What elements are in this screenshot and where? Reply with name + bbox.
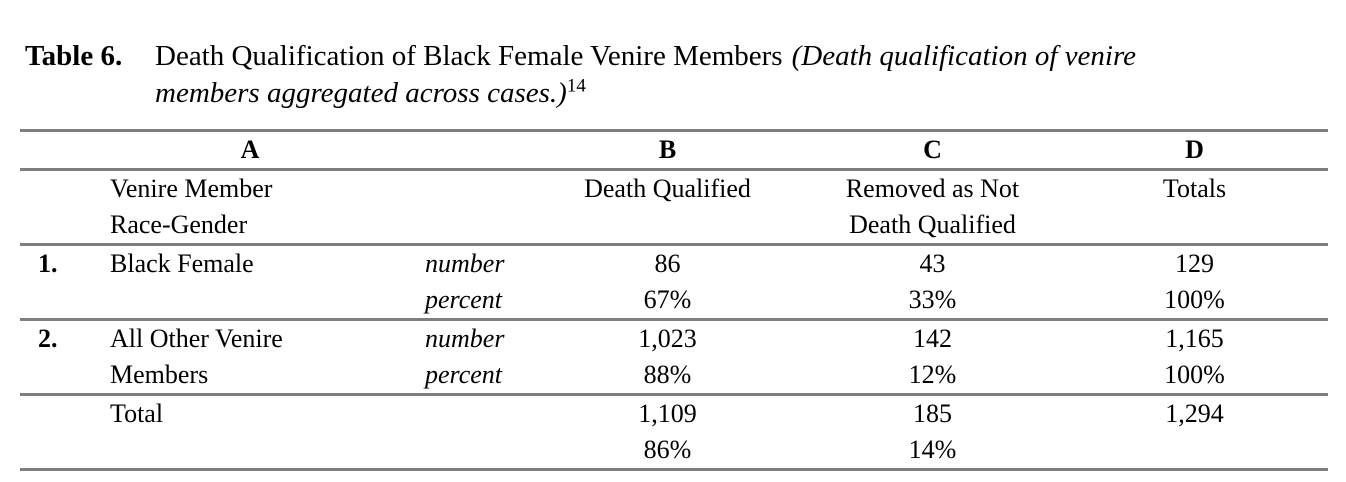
row-label: Total bbox=[100, 395, 400, 470]
column-letters-row: A B C D bbox=[20, 131, 1328, 170]
cell-d: 1,294 bbox=[1085, 395, 1328, 470]
value-c-number: 142 bbox=[913, 324, 952, 353]
row-label-line2 bbox=[110, 432, 400, 468]
caption-main-text: Death Qualification of Black Female Veni… bbox=[155, 40, 783, 72]
measure-labels: number percent bbox=[400, 245, 555, 320]
row-label-line1: Black Female bbox=[110, 249, 254, 278]
cell-empty bbox=[400, 170, 555, 245]
caption-subtitle-part1: (Death qualification of venire bbox=[791, 40, 1137, 72]
cell-c: 185 14% bbox=[780, 395, 1085, 470]
header-row: Venire Member Race-Gender Death Qualifie… bbox=[20, 170, 1328, 245]
value-b-percent: 88% bbox=[643, 360, 692, 389]
header-col-c: Removed as Not Death Qualified bbox=[780, 170, 1085, 245]
caption-subtitle-part2: members aggregated across cases.) bbox=[155, 77, 567, 109]
row-label-line1: Total bbox=[110, 399, 164, 428]
table-caption-line2: members aggregated across cases.)14 bbox=[155, 75, 1136, 112]
value-c-number: 43 bbox=[919, 249, 946, 278]
cell-d: 129 100% bbox=[1085, 245, 1328, 320]
cell-d: 1,165 100% bbox=[1085, 320, 1328, 395]
value-c-percent: 14% bbox=[908, 435, 957, 464]
value-b-number: 1,023 bbox=[638, 324, 697, 353]
value-b-number: 86 bbox=[654, 249, 681, 278]
row-label-line2 bbox=[110, 282, 400, 318]
table-caption: Table 6. Death Qualification of Black Fe… bbox=[25, 38, 1136, 112]
header-col-a: Venire Member Race-Gender bbox=[100, 170, 400, 245]
cell-empty bbox=[20, 131, 100, 170]
value-d-number: 129 bbox=[1175, 249, 1214, 278]
value-b-percent: 86% bbox=[643, 435, 692, 464]
column-letter-b: B bbox=[658, 135, 677, 164]
row-label: Black Female bbox=[100, 245, 400, 320]
measure-number bbox=[425, 396, 555, 432]
row-number: 2. bbox=[38, 324, 58, 353]
value-d-percent: 100% bbox=[1164, 360, 1225, 389]
header-c-line2: Death Qualified bbox=[849, 210, 1016, 239]
data-table: A B C D Venire Member Race-Gender Death … bbox=[20, 129, 1328, 471]
measure-number: number bbox=[425, 324, 505, 353]
value-d-percent: 100% bbox=[1164, 285, 1225, 314]
value-c-percent: 33% bbox=[908, 285, 957, 314]
header-col-b: Death Qualified bbox=[555, 170, 780, 245]
column-letter-a: A bbox=[240, 135, 260, 164]
row-number: 1. bbox=[38, 249, 58, 278]
value-b-percent: 67% bbox=[643, 285, 692, 314]
header-d-label: Totals bbox=[1162, 174, 1227, 203]
row-label: All Other Venire Members bbox=[100, 320, 400, 395]
value-d-number: 1,294 bbox=[1165, 399, 1224, 428]
header-b-label: Death Qualified bbox=[584, 174, 751, 203]
measure-number: number bbox=[425, 249, 505, 278]
cell-b: 1,109 86% bbox=[555, 395, 780, 470]
row-number bbox=[20, 395, 100, 470]
row-label-line2: Members bbox=[110, 360, 209, 389]
table-row-black-female: 1. Black Female number percent 86 67% 43… bbox=[20, 245, 1328, 320]
measure-labels: number percent bbox=[400, 320, 555, 395]
column-letter-c: C bbox=[923, 135, 942, 164]
table-row-total: Total 1,109 86% 185 14% 1,294 bbox=[20, 395, 1328, 470]
value-c-percent: 12% bbox=[908, 360, 957, 389]
table-caption-text: Death Qualification of Black Female Veni… bbox=[155, 38, 1136, 112]
column-letter-d: D bbox=[1185, 135, 1204, 164]
value-c-number: 185 bbox=[913, 399, 952, 428]
table-caption-line1: Death Qualification of Black Female Veni… bbox=[155, 38, 1136, 75]
header-col-d: Totals bbox=[1085, 170, 1328, 245]
value-d-percent bbox=[1085, 432, 1304, 468]
cell-b: 1,023 88% bbox=[555, 320, 780, 395]
measure-percent: percent bbox=[425, 360, 502, 389]
header-a-line2: Race-Gender bbox=[110, 210, 248, 239]
value-b-number: 1,109 bbox=[638, 399, 697, 428]
measure-percent: percent bbox=[425, 285, 502, 314]
table-row-all-other: 2. All Other Venire Members number perce… bbox=[20, 320, 1328, 395]
cell-b: 86 67% bbox=[555, 245, 780, 320]
measure-percent bbox=[425, 432, 555, 468]
cell-empty bbox=[400, 131, 555, 170]
header-c-line1: Removed as Not bbox=[845, 174, 1020, 203]
measure-labels bbox=[400, 395, 555, 470]
table-caption-label: Table 6. bbox=[25, 40, 123, 72]
value-d-number: 1,165 bbox=[1165, 324, 1224, 353]
cell-c: 142 12% bbox=[780, 320, 1085, 395]
cell-empty bbox=[20, 170, 100, 245]
row-label-line1: All Other Venire bbox=[110, 324, 283, 353]
cell-c: 43 33% bbox=[780, 245, 1085, 320]
header-a-line1: Venire Member bbox=[110, 174, 273, 203]
footnote-marker: 14 bbox=[566, 75, 586, 97]
